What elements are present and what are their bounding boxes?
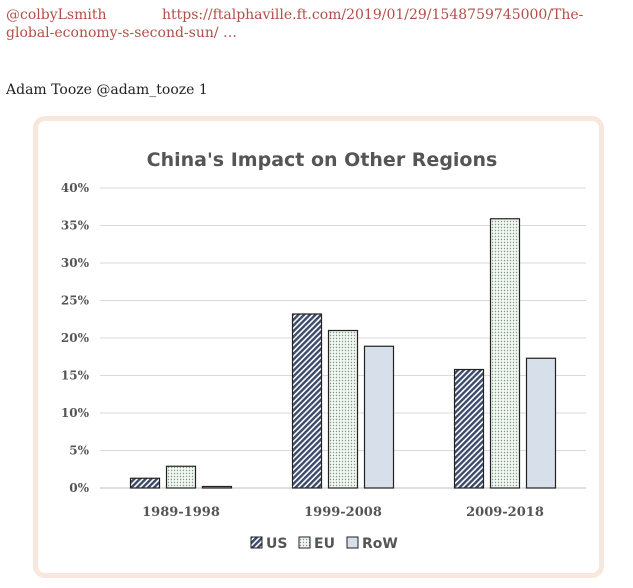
- bar-us: [129, 477, 161, 489]
- bar-eu: [165, 465, 197, 489]
- y-tick-label: 5%: [69, 444, 89, 458]
- y-tick-label: 25%: [61, 294, 90, 308]
- article-link[interactable]: https://ftalphaville.ft.com/2019/01/29/1…: [6, 7, 584, 41]
- x-tick-label: 2009-2018: [466, 505, 544, 520]
- tweet-link-line: @colbyLsmith https://ftalphaville.ft.com/…: [6, 6, 631, 42]
- legend-label-eu: EU: [314, 536, 335, 552]
- y-tick-label: 10%: [61, 406, 90, 420]
- chart-card: China's Impact on Other Regions 0% 5% 10% 1…: [33, 116, 604, 578]
- bar-eu: [327, 329, 359, 489]
- bar-row: [363, 345, 395, 489]
- bar-eu: [489, 218, 521, 489]
- legend-swatch-row: [346, 536, 359, 549]
- bar-row: [201, 485, 233, 489]
- y-tick-label: 40%: [61, 181, 90, 195]
- chart-title: China's Impact on Other Regions: [147, 149, 498, 171]
- legend-swatch-us: [250, 536, 263, 549]
- x-tick-label: 1999-2008: [304, 505, 382, 520]
- x-tick-label: 1989-1998: [142, 505, 220, 520]
- user-handle-link[interactable]: @colbyLsmith: [6, 7, 107, 23]
- y-tick-label: 35%: [61, 219, 90, 233]
- y-tick-label: 30%: [61, 256, 90, 270]
- legend-label-us: US: [266, 536, 287, 552]
- chart: China's Impact on Other Regions 0% 5% 10% 1…: [61, 149, 586, 552]
- bar-us: [453, 368, 485, 489]
- bar-row: [525, 357, 557, 489]
- legend-swatch-eu: [298, 536, 311, 549]
- y-tick-label: 20%: [61, 331, 90, 345]
- legend-label-row: RoW: [362, 536, 398, 552]
- y-tick-label: 0%: [69, 481, 89, 495]
- author-line: Adam Tooze @adam_tooze 1: [6, 82, 208, 98]
- y-tick-label: 15%: [61, 369, 90, 383]
- bar-us: [291, 313, 323, 489]
